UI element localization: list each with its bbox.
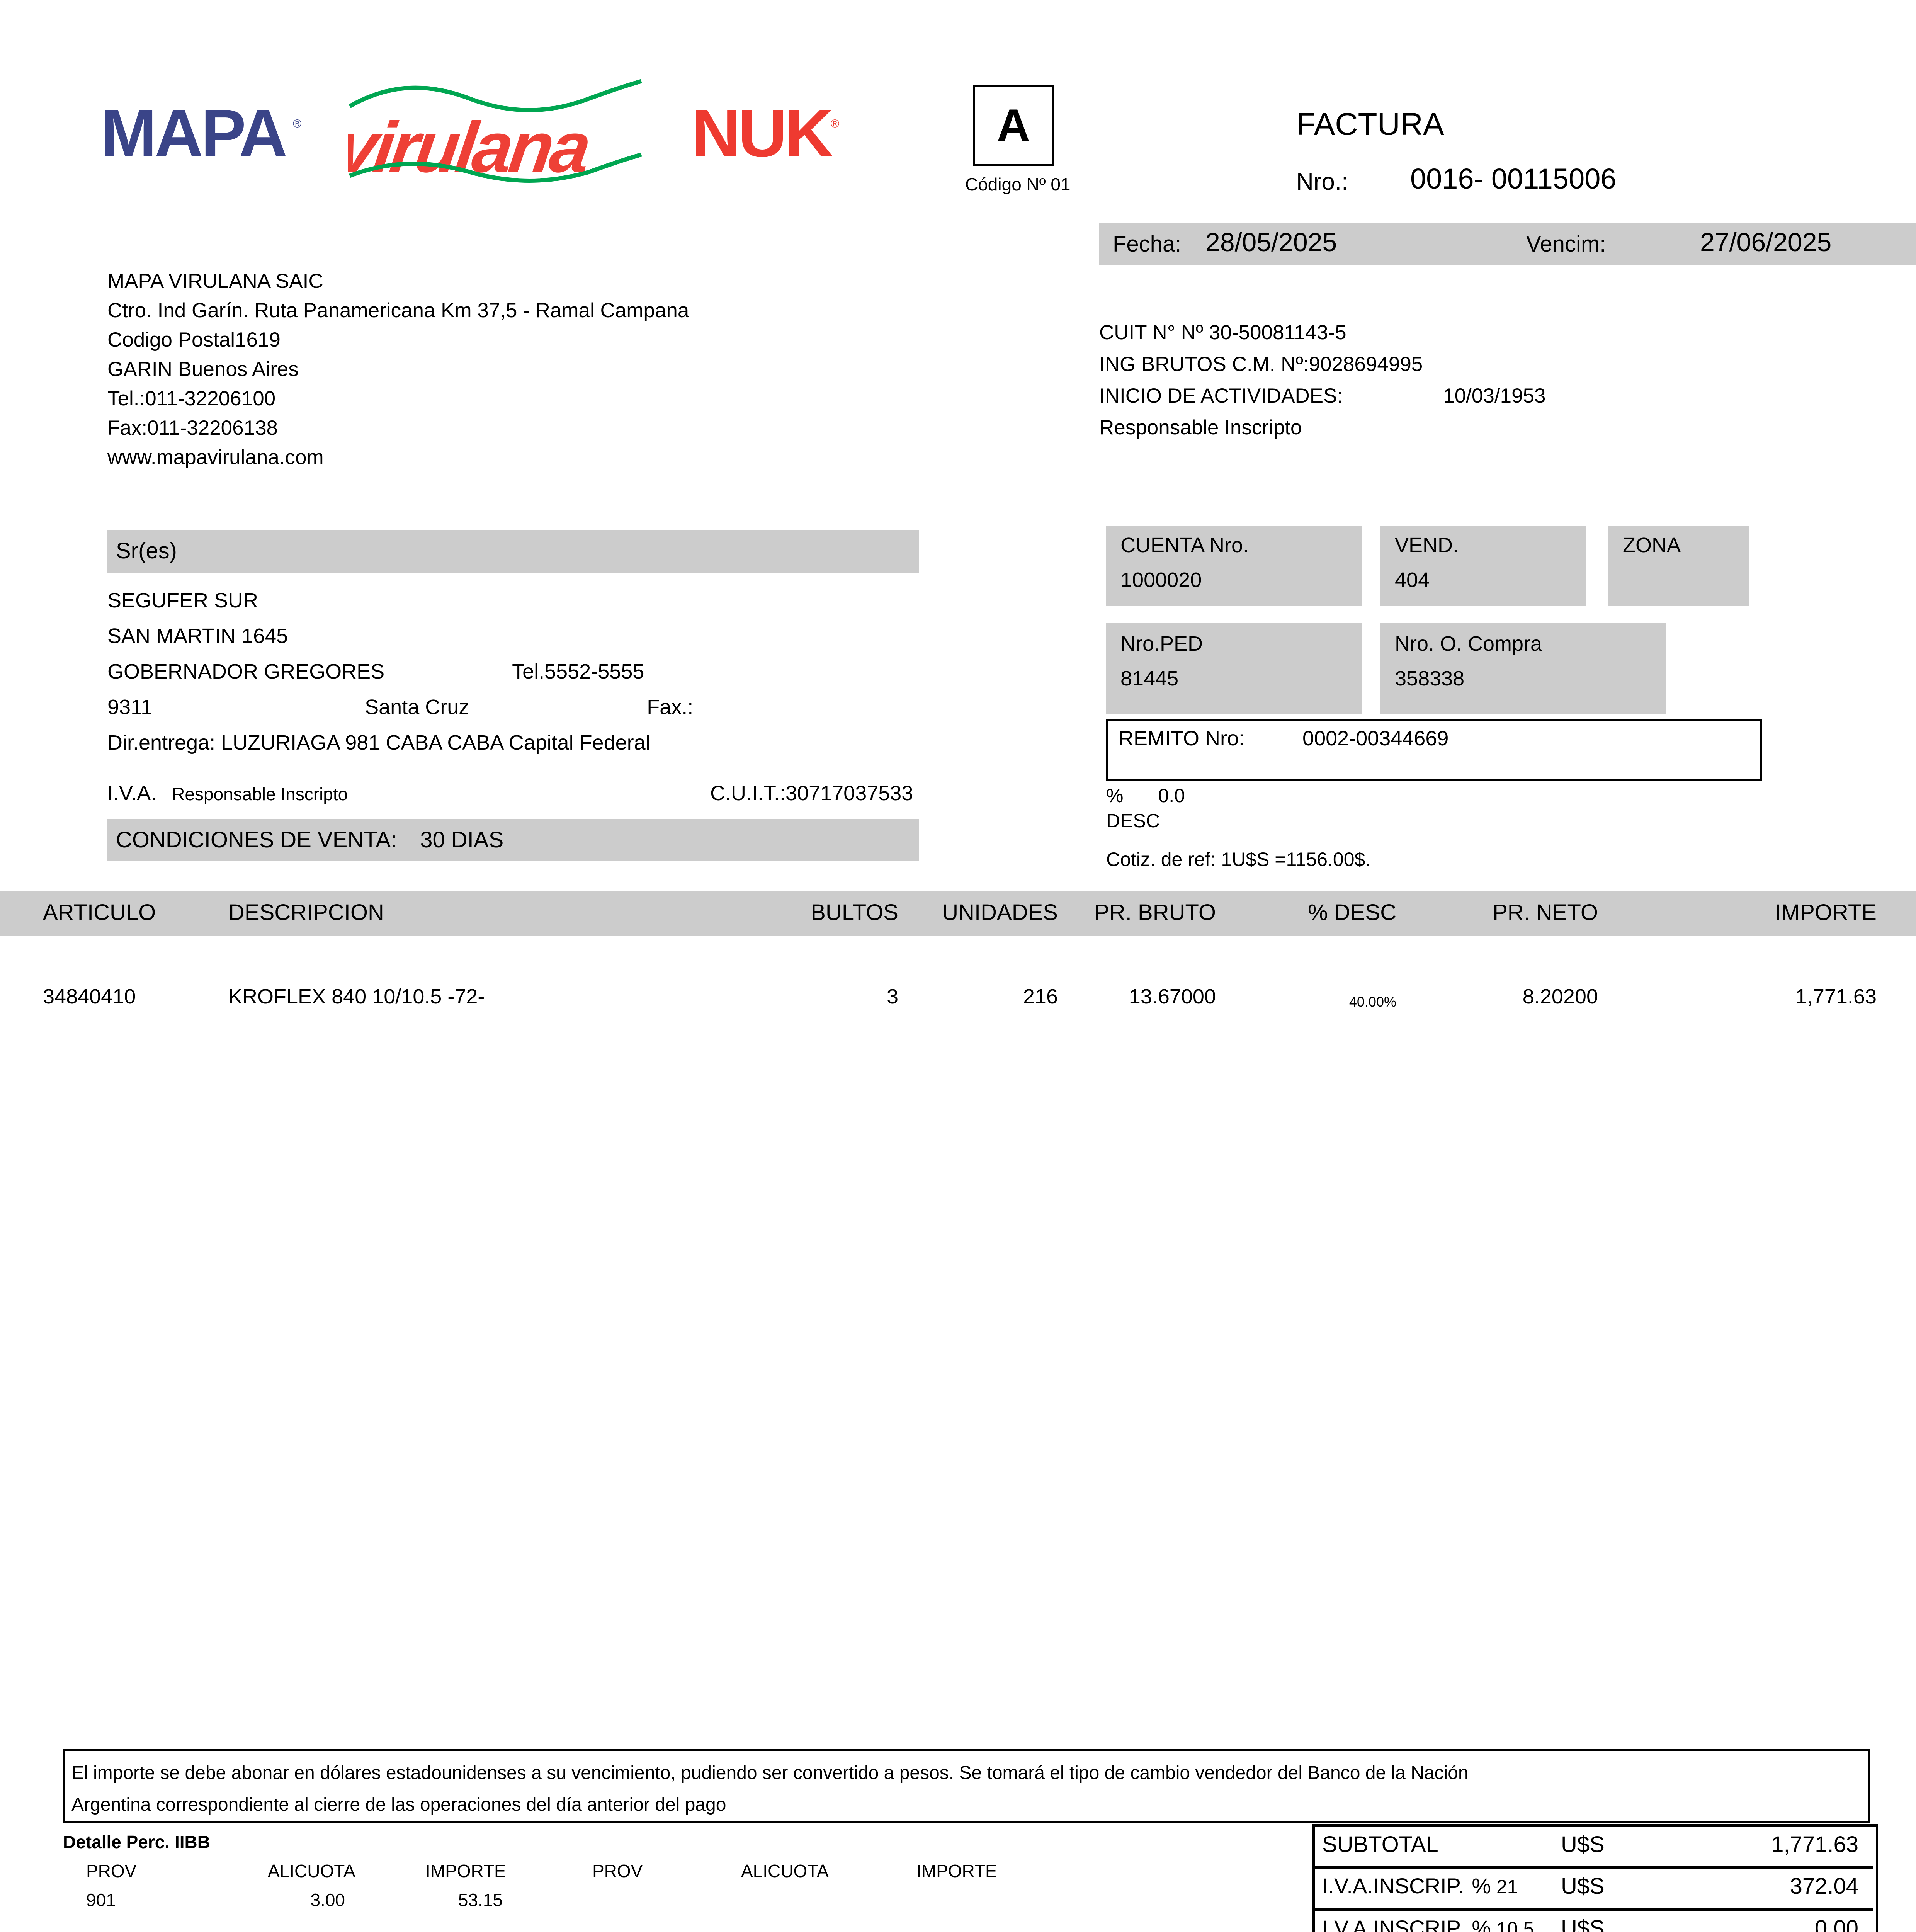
svg-text:®: ® (293, 117, 301, 130)
svg-text:NUK: NUK (692, 96, 833, 171)
svg-text:MAPA: MAPA (100, 96, 286, 171)
svg-text:®: ® (831, 117, 839, 130)
